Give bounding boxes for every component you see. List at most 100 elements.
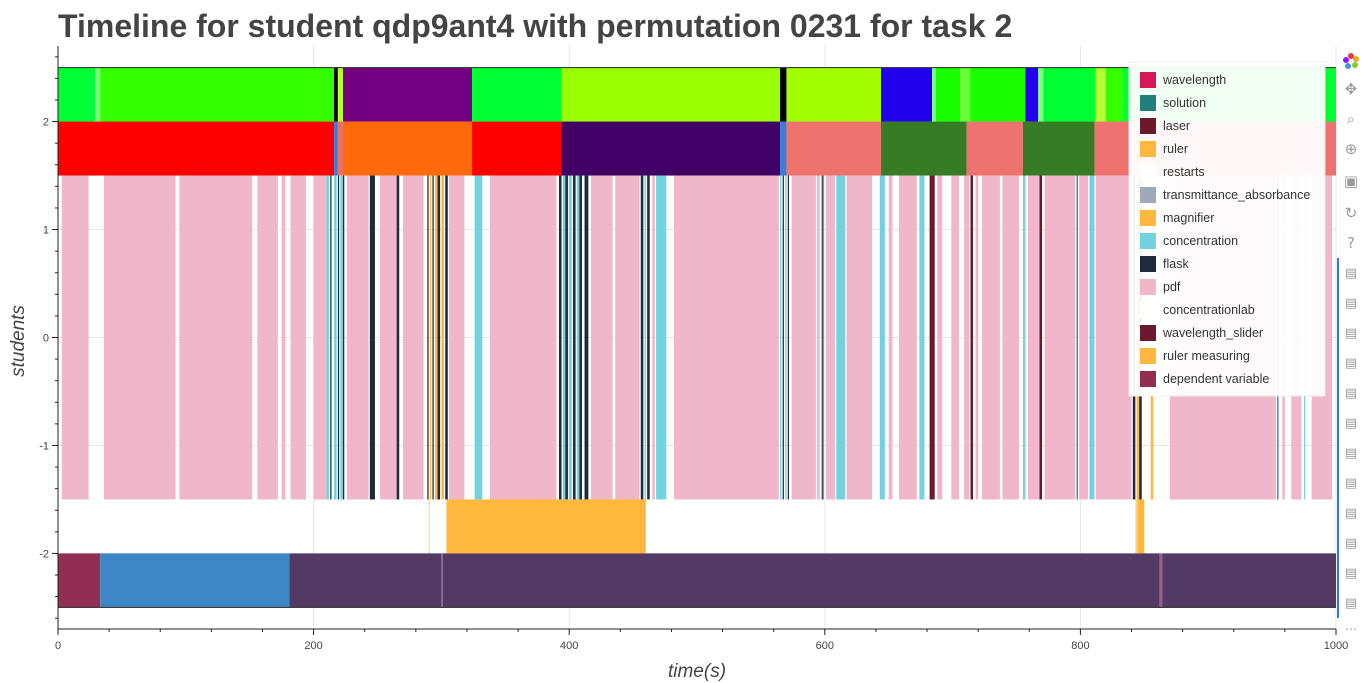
- plot-frame: [58, 67, 1336, 608]
- timeline-segment: [326, 175, 329, 500]
- timeline-segment: [289, 553, 442, 608]
- legend-entry: restarts: [1163, 165, 1205, 179]
- timeline-segment: [652, 175, 655, 500]
- timeline-segment: [565, 175, 568, 500]
- timeline-segment: [791, 175, 816, 500]
- timeline-segment: [257, 175, 278, 500]
- legend-entry: pdf: [1163, 280, 1181, 294]
- pan-icon[interactable]: ✥: [1344, 80, 1358, 98]
- timeline-segment: [369, 175, 375, 500]
- hover-icon[interactable]: ▤: [1344, 385, 1358, 401]
- legend-swatch: [1140, 233, 1156, 249]
- timeline-segment: [340, 175, 343, 500]
- timeline-segment: [380, 175, 397, 500]
- timeline-segment: [881, 121, 967, 176]
- timeline-segment: [435, 175, 438, 500]
- legend[interactable]: wavelength solution laser ruler restarts tran…: [1128, 61, 1326, 397]
- timeline-segment: [428, 499, 430, 554]
- timeline-segment: [441, 553, 443, 608]
- hover-icon[interactable]: ▤: [1344, 325, 1358, 341]
- more-icon[interactable]: ⋯: [1345, 622, 1357, 636]
- timeline-segment: [472, 67, 562, 122]
- save-icon[interactable]: ▣: [1343, 172, 1359, 190]
- timeline-segment: [342, 121, 473, 176]
- timeline-segment: [1095, 67, 1106, 122]
- legend-entry: wavelength: [1162, 73, 1226, 87]
- legend-swatch: [1140, 118, 1156, 134]
- timeline-segment: [584, 175, 589, 500]
- hover-icon[interactable]: ▤: [1344, 415, 1358, 431]
- timeline-segment: [427, 175, 429, 500]
- legend-swatch: [1140, 210, 1156, 226]
- timeline-segment: [644, 175, 646, 500]
- hover-icon[interactable]: ▤: [1344, 295, 1358, 311]
- timeline-segment: [1162, 553, 1336, 608]
- timeline-segment: [104, 175, 176, 500]
- legend-swatch: [1140, 325, 1156, 341]
- timeline-segment: [846, 175, 873, 500]
- y-tick-label: 2: [43, 117, 49, 129]
- timeline-segment: [951, 175, 959, 500]
- timeline-segment: [937, 175, 943, 500]
- timeline-segment: [337, 121, 343, 176]
- legend-swatch: [1140, 256, 1156, 272]
- timeline-segment: [1089, 175, 1095, 500]
- wheel-zoom-icon[interactable]: ⊕: [1344, 140, 1358, 158]
- box-zoom-icon[interactable]: ⌕: [1346, 110, 1356, 128]
- timeline-segment: [1137, 499, 1145, 554]
- timeline-segment: [780, 67, 787, 122]
- timeline-segment: [58, 121, 335, 176]
- x-tick-label: 600: [816, 640, 834, 652]
- x-axis-label: time(s): [668, 661, 726, 682]
- timeline-segment: [472, 121, 562, 176]
- chart-toolbar: ✥ ⌕ ⊕ ▣ ↻ ? ▤ ▤ ▤ ▤ ▤ ▤ ▤ ▤ ▤ ▤ ▤ ▤ ⋯: [1337, 46, 1366, 636]
- timeline-segment: [1076, 175, 1078, 500]
- timeline-segment: [1159, 553, 1163, 608]
- timeline-segment: [970, 175, 974, 500]
- x-tick-label: 200: [304, 640, 322, 652]
- timeline-segment: [822, 175, 824, 500]
- timeline-segment: [429, 175, 432, 500]
- timeline-segment: [441, 175, 444, 500]
- timeline-segment: [330, 175, 332, 500]
- timeline-segment: [61, 175, 89, 500]
- timeline-segment: [100, 67, 335, 122]
- timeline-segment: [579, 175, 582, 500]
- timeline-segment: [785, 175, 787, 500]
- timeline-segment: [346, 175, 369, 500]
- timeline-segment: [656, 175, 667, 500]
- timeline-segment: [334, 175, 337, 500]
- x-tick-label: 0: [55, 640, 61, 652]
- legend-swatch: [1140, 348, 1156, 364]
- legend-entry: concentration: [1163, 234, 1238, 248]
- timeline-segment: [966, 121, 1023, 176]
- hover-icon[interactable]: ▤: [1344, 535, 1358, 551]
- timeline-segment: [334, 121, 338, 176]
- bokeh-logo-icon[interactable]: [1340, 50, 1362, 72]
- hover-icon[interactable]: ▤: [1344, 565, 1358, 581]
- hover-icon[interactable]: ▤: [1344, 475, 1358, 491]
- legend-swatch: [1140, 95, 1156, 111]
- legend-entry: transmittance_absorbance: [1163, 188, 1310, 202]
- timeline-segment: [576, 175, 580, 500]
- timeline-segment: [1022, 175, 1026, 500]
- hover-icon[interactable]: ▤: [1344, 595, 1358, 611]
- timeline-segment: [313, 175, 327, 500]
- timeline-segment: [1095, 175, 1132, 500]
- y-tick-label: 1: [43, 225, 49, 237]
- timeline-segment: [561, 121, 781, 176]
- hover-icon[interactable]: ▤: [1344, 445, 1358, 461]
- hover-icon[interactable]: ▤: [1344, 505, 1358, 521]
- legend-swatch: [1140, 72, 1156, 88]
- hover-icon[interactable]: ▤: [1344, 265, 1358, 281]
- timeline-segment: [898, 175, 917, 500]
- hover-icon[interactable]: ▤: [1344, 355, 1358, 371]
- legend-swatch: [1140, 141, 1156, 157]
- reset-icon[interactable]: ↻: [1344, 204, 1358, 222]
- timeline-segment: [782, 175, 784, 500]
- timeline-segment: [1025, 67, 1039, 122]
- help-icon[interactable]: ?: [1347, 234, 1355, 252]
- timeline-segment: [342, 67, 473, 122]
- legend-entry: dependent variable: [1163, 372, 1269, 386]
